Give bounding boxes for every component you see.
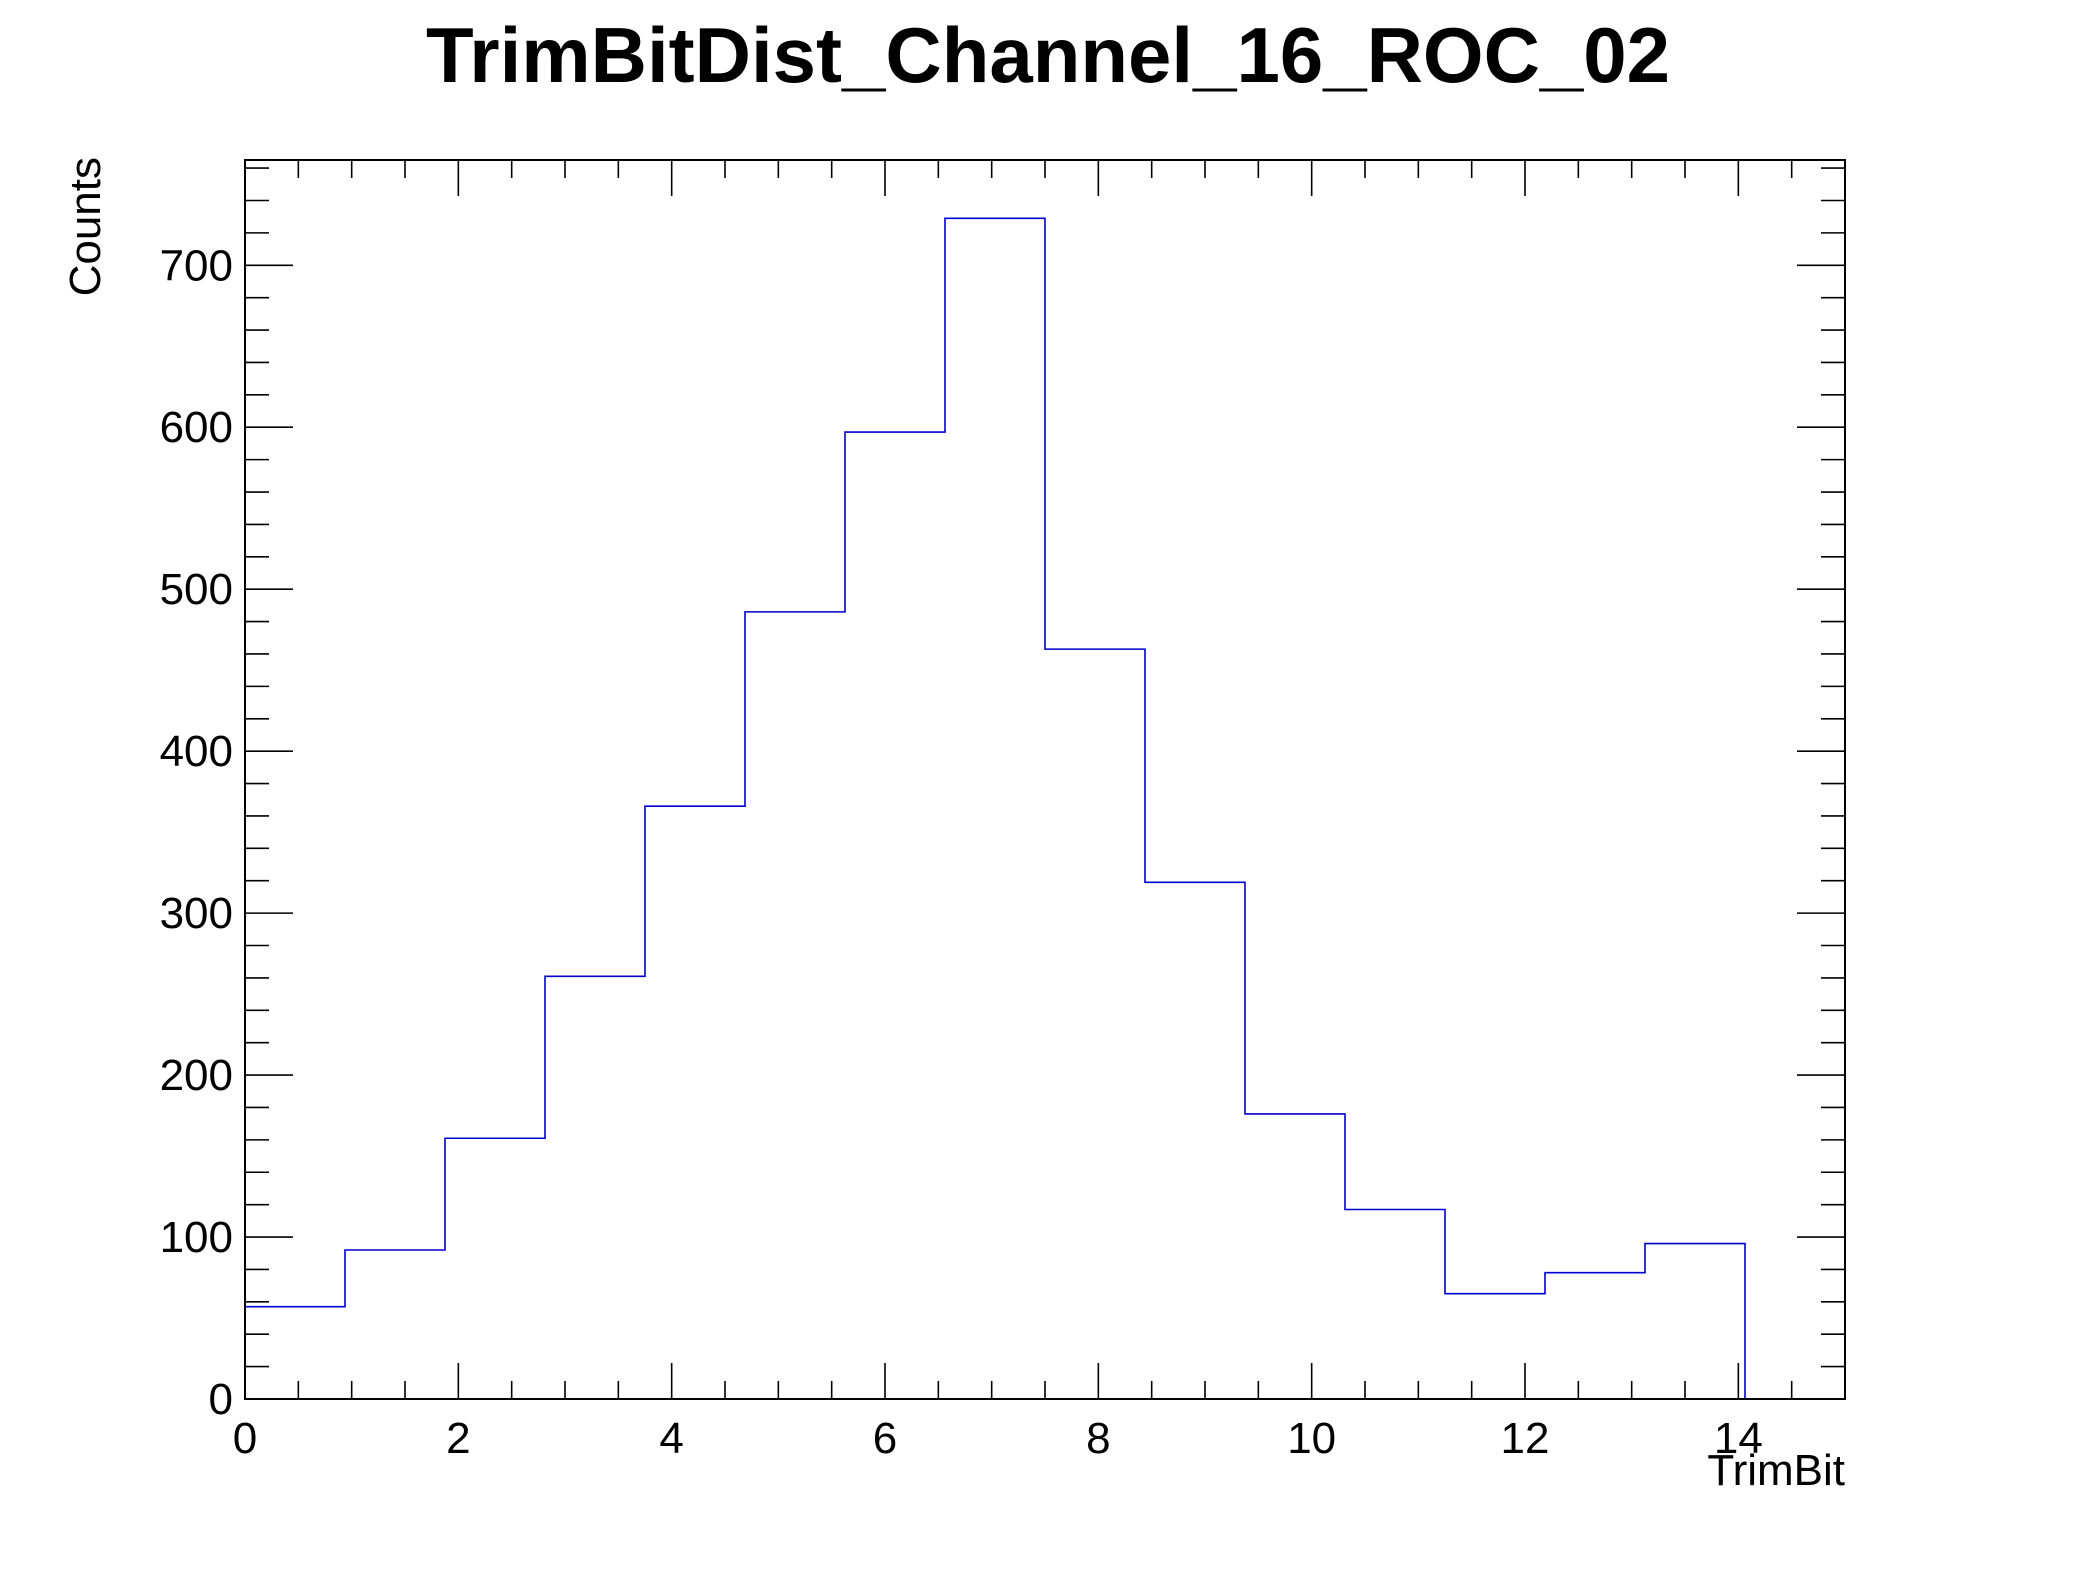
- plot-frame: [244, 159, 1846, 1400]
- y-tick-label: 500: [160, 565, 233, 614]
- x-axis-label: TrimBit: [1707, 1446, 1845, 1495]
- x-tick-label: 14: [1714, 1414, 1763, 1463]
- y-axis-label: Counts: [61, 157, 110, 296]
- y-tick-label: 0: [209, 1375, 233, 1424]
- x-tick-label: 10: [1287, 1414, 1336, 1463]
- y-tick-label: 700: [160, 241, 233, 290]
- y-tick-label: 100: [160, 1213, 233, 1262]
- x-tick-label: 0: [233, 1414, 257, 1463]
- axis-ticks: [244, 160, 1846, 1400]
- histogram-outline: [245, 217, 1746, 1399]
- x-tick-label: 6: [873, 1414, 897, 1463]
- x-tick-label: 4: [659, 1414, 683, 1463]
- x-tick-label: 8: [1086, 1414, 1110, 1463]
- y-tick-label: 400: [160, 727, 233, 776]
- chart-title: TrimBitDist_Channel_16_ROC_02: [426, 11, 1670, 99]
- tick-labels: 0 2 4 6 8 10 12 14 0 100 200 300 400 500 600 700: [160, 241, 1763, 1463]
- x-tick-label: 12: [1501, 1414, 1550, 1463]
- x-tick-label: 2: [446, 1414, 470, 1463]
- y-tick-label: 600: [160, 403, 233, 452]
- y-tick-label: 300: [160, 889, 233, 938]
- y-tick-label: 200: [160, 1051, 233, 1100]
